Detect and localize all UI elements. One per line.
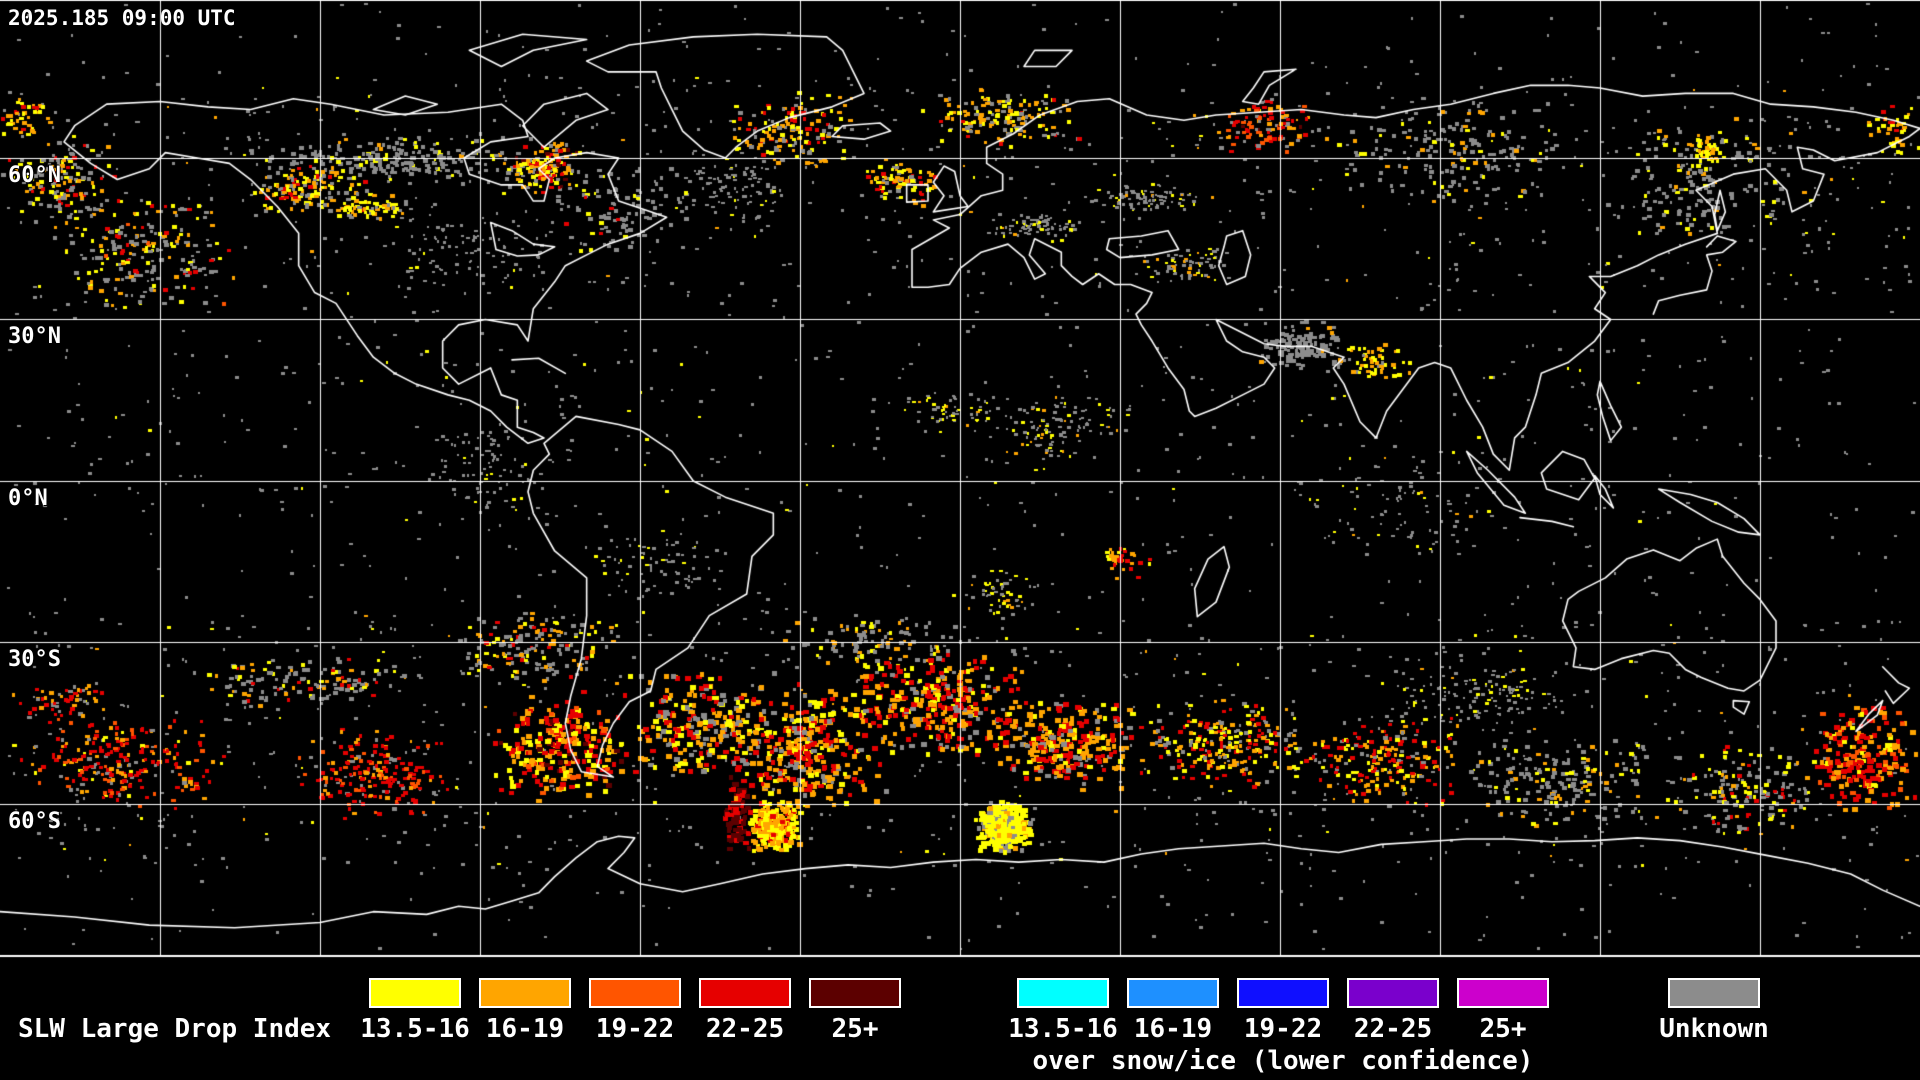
legend-swatch-16-19 — [479, 978, 571, 1008]
lat-label-0n: 0°N — [8, 486, 48, 511]
legend-swatch-ice-16-19 — [1127, 978, 1219, 1008]
legend-swatch-ice-19-22 — [1237, 978, 1329, 1008]
legend-swatch-ice-25plus — [1457, 978, 1549, 1008]
legend-swatch-13.5-16 — [369, 978, 461, 1008]
lat-label-30n: 30°N — [8, 324, 61, 349]
legend-label-ice-25plus: 25+ — [1479, 1014, 1527, 1044]
legend-swatch-22-25 — [699, 978, 791, 1008]
legend-swatch-25plus — [809, 978, 901, 1008]
lat-label-30s: 30°S — [8, 647, 61, 672]
legend-swatch-19-22 — [589, 978, 681, 1008]
legend-label-unknown: Unknown — [1659, 1014, 1769, 1044]
lat-label-60s: 60°S — [8, 809, 61, 834]
legend-title: SLW Large Drop Index — [18, 1014, 332, 1044]
legend-swatch-ice-13.5-16 — [1017, 978, 1109, 1008]
legend-label-ice-19-22: 19-22 — [1243, 1014, 1323, 1044]
legend-label-ice-22-25: 22-25 — [1353, 1014, 1433, 1044]
legend-label-16-19: 16-19 — [485, 1014, 565, 1044]
legend-label-ice-13.5-16: 13.5-16 — [1008, 1014, 1118, 1044]
legend-label-25plus: 25+ — [831, 1014, 879, 1044]
legend-label-13.5-16: 13.5-16 — [360, 1014, 470, 1044]
legend-swatch-ice-22-25 — [1347, 978, 1439, 1008]
lat-label-60n: 60°N — [8, 163, 61, 188]
legend-label-19-22: 19-22 — [595, 1014, 675, 1044]
legend-swatch-unknown — [1668, 978, 1760, 1008]
legend-snow-ice-caption: over snow/ice (lower confidence) — [1032, 1046, 1534, 1076]
timestamp: 2025.185 09:00 UTC — [8, 6, 236, 30]
legend-label-ice-16-19: 16-19 — [1133, 1014, 1213, 1044]
legend-label-22-25: 22-25 — [705, 1014, 785, 1044]
